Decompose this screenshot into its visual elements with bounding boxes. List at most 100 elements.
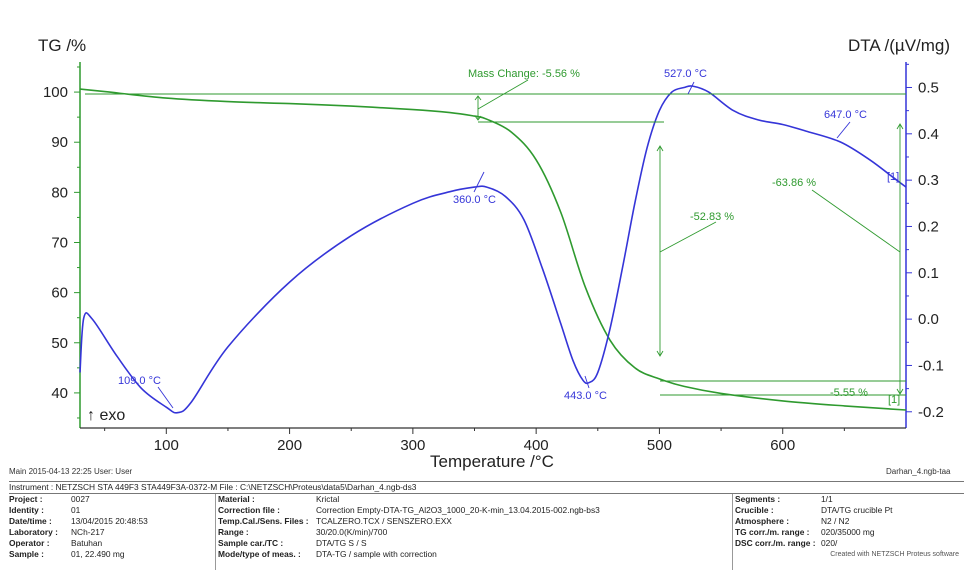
main-footer-text: Main 2015-04-13 22:25 User: User (9, 467, 133, 476)
info-value: 01 (71, 505, 81, 515)
info-row: Material : Krictal (216, 494, 732, 505)
info-row: Correction file : Correction Empty-DTA-TG… (216, 505, 732, 516)
info-column-1: Project : 0027 Identity : 01 Date/time : 13… (9, 494, 216, 570)
info-value: 0027 (71, 494, 90, 504)
right-tick-label: 0.1 (918, 265, 939, 282)
info-row: Identity : 01 (9, 505, 215, 516)
info-label: Project : (9, 494, 43, 504)
chart-background (0, 0, 964, 478)
tg-curve-marker: [1] (888, 394, 900, 406)
info-row: Laboratory : NCh-217 (9, 527, 215, 538)
right-tick-label: 0.3 (918, 172, 939, 189)
mass-change-bottom-label: -5.55 % (830, 387, 868, 399)
info-label: Sample car./TC : (218, 538, 284, 548)
mass-change-total-label: -63.86 % (772, 177, 816, 189)
peak-360-leader (473, 171, 485, 193)
info-label: Operator : (9, 538, 50, 548)
right-tick-label: 0.5 (918, 79, 939, 96)
info-value: DTA/TG crucible Pt (821, 505, 893, 515)
info-row: Sample : 01, 22.490 mg (9, 549, 215, 560)
created-with-row: Created with NETZSCH Proteus software (830, 551, 959, 558)
info-row: Range : 30/20.0(K/min)/700 (216, 527, 732, 538)
dta-curve-marker: [1] (887, 171, 899, 183)
peak-527-leader (687, 81, 695, 95)
measurement-info-panel: Instrument : NETZSCH STA 449F3 STA449F3A… (9, 481, 964, 570)
info-row: Project : 0027 (9, 494, 215, 505)
info-value: 30/20.0(K/min)/700 (316, 527, 388, 537)
info-value: TCALZERO.TCX / SENSZERO.EXX (316, 516, 452, 526)
tg-series-line (79, 88, 907, 411)
right-tick-label: 0.0 (918, 311, 939, 328)
info-value: Krictal (316, 494, 340, 504)
right-axis-ticks: -0.2 -0.1 0.0 0.1 0.2 0.3 0.4 0.5 (906, 63, 944, 421)
info-value: Correction Empty-DTA-TG_Al2O3_1000_20-K-… (316, 505, 600, 515)
left-tick-label: 40 (51, 385, 68, 402)
info-value: NCh-217 (71, 527, 105, 537)
info-row: TG corr./m. range : 020/35000 mg (733, 527, 963, 538)
info-label: Material : (218, 494, 255, 504)
info-label: Correction file : (218, 505, 280, 515)
info-label: Crucible : (735, 505, 774, 515)
mass-change-guides (85, 79, 906, 396)
peak-109-leader (157, 386, 174, 409)
peak-443-leader (584, 375, 590, 389)
peak-markers (157, 81, 851, 409)
info-value: 13/04/2015 20:48:53 (71, 516, 148, 526)
file-tag-text: Darhan_4.ngb-taa (886, 467, 951, 476)
peak-647-label: 647.0 °C (824, 109, 867, 121)
info-row: Atmosphere : N2 / N2 (733, 516, 963, 527)
info-label: DSC corr./m. range : (735, 538, 816, 548)
mass-change-top-arrowhead-down (474, 115, 482, 121)
info-value: 020/ (821, 538, 838, 548)
info-value: DTA/TG S / S (316, 538, 367, 548)
info-row: Sample car./TC : DTA/TG S / S (216, 538, 732, 549)
peak-360-label: 360.0 °C (453, 194, 496, 206)
info-column-3: Segments : 1/1 Crucible : DTA/TG crucible … (733, 494, 963, 570)
info-row: Crucible : DTA/TG crucible Pt (733, 505, 963, 516)
info-value: 1/1 (821, 494, 833, 504)
left-tick-label: 60 (51, 285, 68, 302)
mass-change-total-arrowhead-up (896, 123, 904, 130)
info-row: Temp.Cal./Sens. Files : TCALZERO.TCX / SE… (216, 516, 732, 527)
info-value: N2 / N2 (821, 516, 850, 526)
info-value: 020/35000 mg (821, 527, 875, 537)
peak-109-label: 109.0 °C (118, 375, 161, 387)
info-row: Mode/type of meas. : DTA-TG / sample with… (216, 549, 732, 560)
info-value: 01, 22.490 mg (71, 549, 125, 559)
left-tick-label: 100 (43, 84, 68, 101)
info-row: DSC corr./m. range : 020/ (733, 538, 963, 549)
x-tick-label: 400 (524, 437, 549, 454)
x-tick-label: 100 (154, 437, 179, 454)
info-value: DTA-TG / sample with correction (316, 549, 437, 559)
info-label: Range : (218, 527, 249, 537)
right-tick-label: 0.2 (918, 218, 939, 235)
mass-change-top-label: Mass Change: -5.56 % (468, 68, 580, 80)
info-label: Atmosphere : (735, 516, 789, 526)
right-tick-label: -0.2 (918, 404, 944, 421)
x-tick-label: 500 (647, 437, 672, 454)
left-axis-title: TG /% (38, 36, 86, 55)
x-tick-label: 300 (400, 437, 425, 454)
x-axis-ticks: 100 200 300 400 500 600 (104, 428, 845, 454)
left-tick-label: 90 (51, 134, 68, 151)
left-axis-ticks: 40 50 60 70 80 90 100 (43, 66, 80, 419)
left-tick-label: 80 (51, 184, 68, 201)
info-label: Sample : (9, 549, 44, 559)
info-row: Operator : Batuhan (9, 538, 215, 549)
right-tick-label: -0.1 (918, 357, 944, 374)
x-axis-title: Temperature /°C (430, 452, 554, 471)
peak-443-label: 443.0 °C (564, 390, 607, 402)
mass-change-top-leader (477, 79, 529, 110)
x-tick-label: 600 (770, 437, 795, 454)
mass-change-mid-arrowhead-up (656, 145, 664, 152)
dta-series-line (79, 85, 907, 414)
peak-527-label: 527.0 °C (664, 68, 707, 80)
info-row: Segments : 1/1 (733, 494, 963, 505)
mass-change-mid-label: -52.83 % (690, 211, 734, 223)
info-row: Date/time : 13/04/2015 20:48:53 (9, 516, 215, 527)
info-column-2: Material : Krictal Correction file : Corre… (216, 494, 733, 570)
info-value: Batuhan (71, 538, 103, 548)
info-label: Mode/type of meas. : (218, 549, 301, 559)
info-label: Identity : (9, 505, 44, 515)
